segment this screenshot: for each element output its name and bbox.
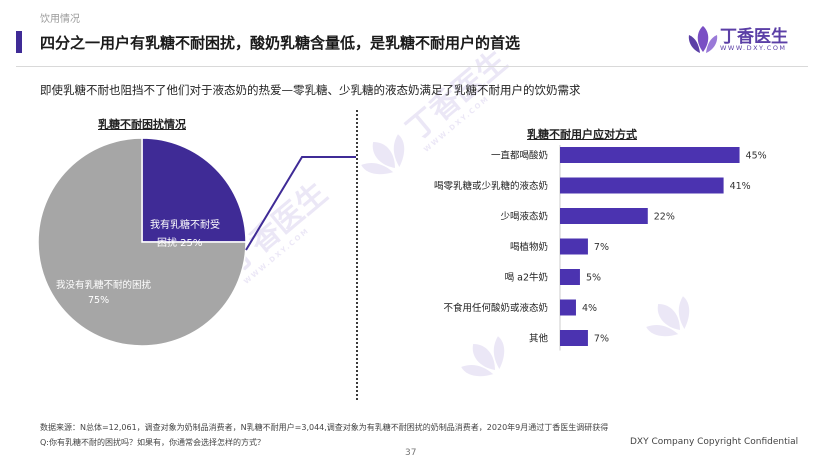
section-label: 饮用情况 <box>40 14 80 25</box>
copyright: DXY Company Copyright Confidential <box>630 437 799 447</box>
page-number: 37 <box>405 448 417 458</box>
subtitle: 即使乳糖不耐也阻挡不了他们对于液态奶的热爱—零乳糖、少乳糖的液态奶满足了乳糖不耐… <box>40 83 581 97</box>
bar-category-label-2: 少喝液态奶 <box>500 211 548 223</box>
bar-chart-title: 乳糖不耐用户应对方式 <box>527 128 637 141</box>
bar-category-label-4: 喝 a2牛奶 <box>505 272 548 284</box>
pie-chart-title: 乳糖不耐困扰情况 <box>98 118 186 131</box>
section-divider <box>356 110 358 400</box>
bar-1 <box>560 177 724 194</box>
bar-5 <box>560 299 576 316</box>
bar-4 <box>560 269 580 285</box>
pie-slice-1 <box>37 137 247 347</box>
page-title: 四分之一用户有乳糖不耐困扰，酸奶乳糖含量低，是乳糖不耐用户的首选 <box>40 34 521 52</box>
bar-value-label-0: 45% <box>746 151 767 162</box>
bar-category-label-0: 一直都喝酸奶 <box>491 150 548 162</box>
pie-label-0-line2: 困扰 25% <box>157 236 202 249</box>
bar-category-label-6: 其他 <box>529 333 549 345</box>
bar-category-label-3: 喝植物奶 <box>510 241 548 253</box>
pie-label-1-value: 75% <box>88 295 109 306</box>
bar-value-label-1: 41% <box>730 181 751 192</box>
bar-value-label-2: 22% <box>654 212 675 223</box>
bar-category-label-1: 喝零乳糖或少乳糖的液态奶 <box>434 180 548 192</box>
logo-url: WWW.DXY.COM <box>720 44 787 52</box>
pie-label-0-line1: 我有乳糖不耐受 <box>150 218 220 231</box>
bar-6 <box>560 330 588 346</box>
bar-value-label-3: 7% <box>594 242 609 253</box>
bar-chart: 一直都喝酸奶 45% 喝零乳糖或少乳糖的液态奶 41% 少喝液态奶 22% 喝植物奶 7% 喝 … <box>434 145 767 351</box>
pie-label-1-line1: 我没有乳糖不耐的困扰 <box>56 279 152 291</box>
logo-flower-icon <box>688 26 718 53</box>
bar-3 <box>560 238 588 255</box>
bar-value-label-6: 7% <box>594 334 609 345</box>
bar-value-label-5: 4% <box>582 303 597 314</box>
title-accent-bar <box>16 31 22 53</box>
bar-value-label-4: 5% <box>586 273 601 284</box>
data-source-note: 数据来源：N总体=12,061，调查对象为奶制品消费者，N乳糖不耐用户=3,04… <box>40 423 609 432</box>
pie-slice-0 <box>141 137 247 243</box>
header-divider <box>16 66 808 67</box>
question-note: Q:你有乳糖不耐的困扰吗？如果有，你通常会选择怎样的方式？ <box>40 438 265 447</box>
logo-name: 丁香医生 <box>720 27 788 47</box>
bar-2 <box>560 208 648 224</box>
bar-0 <box>560 147 740 163</box>
connector-line <box>245 156 356 251</box>
bar-category-label-5: 不食用任何酸奶或液态奶 <box>443 302 548 314</box>
